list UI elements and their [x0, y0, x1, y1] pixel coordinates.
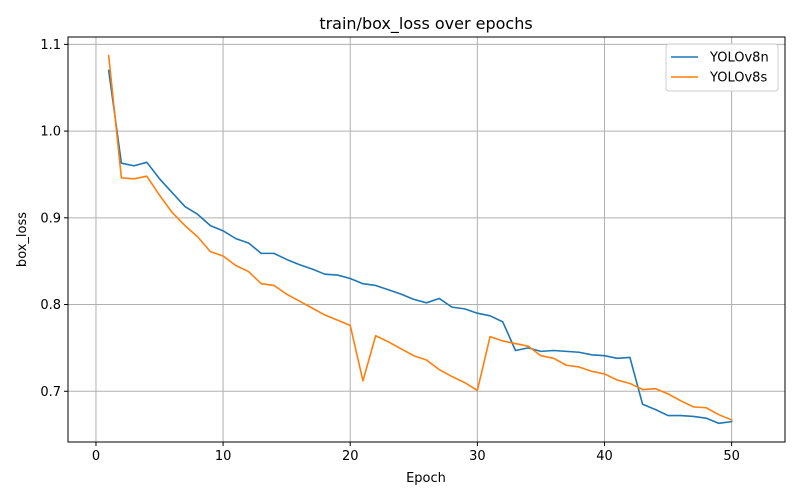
- x-tick-label: 10: [215, 449, 232, 464]
- y-tick-label: 0.9: [40, 211, 61, 226]
- legend-label: YOLOv8s: [709, 71, 767, 86]
- chart-title: train/box_loss over epochs: [319, 14, 532, 34]
- legend: YOLOv8n YOLOv8s: [665, 43, 779, 92]
- x-axis-title: Epoch: [406, 471, 446, 486]
- plot-frame: [67, 36, 786, 443]
- x-tick-label: 0: [92, 449, 100, 464]
- y-tick-label: 0.8: [40, 298, 61, 313]
- axis-ticks: 0 10 20 30 40 50 0.7 0.8 0.9 1.0 1.1: [40, 38, 740, 464]
- series-layer: [107, 54, 733, 425]
- x-tick-label: 20: [342, 449, 359, 464]
- x-tick-label: 40: [596, 449, 613, 464]
- y-axis-title: box_loss: [15, 212, 30, 267]
- y-tick-label: 0.7: [40, 385, 61, 400]
- x-tick-label: 30: [469, 449, 486, 464]
- x-tick-label: 50: [723, 449, 740, 464]
- y-tick-label: 1.0: [40, 125, 61, 140]
- series-line-yolov8n: [107, 69, 733, 425]
- legend-label: YOLOv8n: [709, 51, 769, 66]
- y-tick-label: 1.1: [40, 38, 61, 53]
- legend-box: [665, 43, 779, 92]
- series-line-yolov8s: [107, 54, 733, 421]
- grid-lines: [68, 37, 785, 442]
